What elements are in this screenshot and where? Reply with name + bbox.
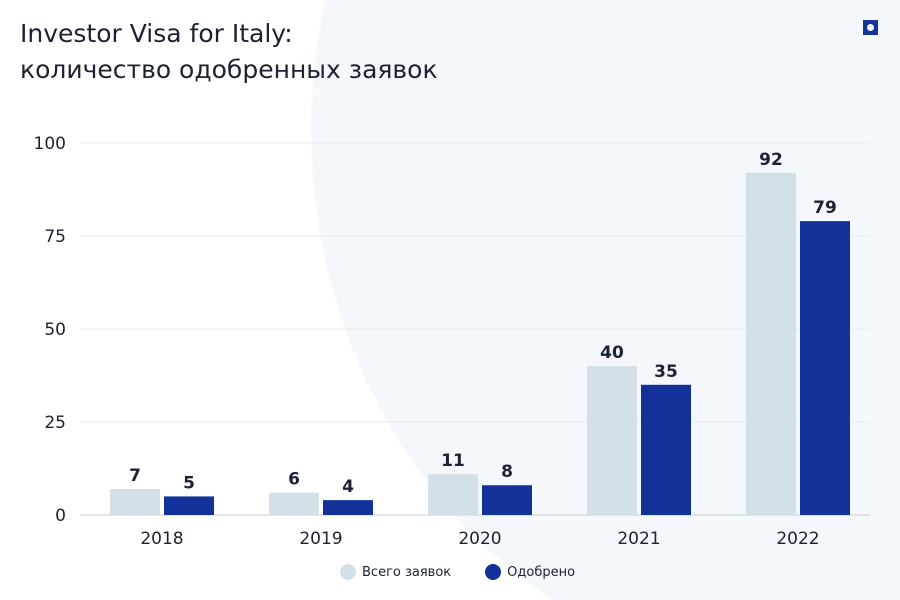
- x-tick-label: 2019: [299, 529, 342, 549]
- x-tick-label: 2021: [617, 529, 660, 549]
- legend-label-total: Всего заявок: [362, 564, 452, 580]
- data-label: 4: [342, 477, 354, 497]
- legend-swatch-approved: [485, 564, 502, 580]
- bar-approved: [641, 384, 691, 515]
- title-line-1: Investor Visa for Italy:: [20, 19, 293, 48]
- data-label: 11: [441, 451, 465, 471]
- y-tick-label: 100: [34, 134, 66, 154]
- bar-total: [269, 492, 319, 515]
- y-tick-label: 75: [44, 227, 66, 247]
- data-label: 40: [600, 343, 624, 363]
- legend-label-approved: Одобрено: [507, 564, 576, 580]
- x-tick-label: 2020: [458, 529, 501, 549]
- chart-title: Investor Visa for Italy: количество одобр…: [20, 16, 438, 88]
- legend-item-approved: Одобрено: [485, 564, 575, 580]
- title-line-2: количество одобренных заявок: [20, 55, 438, 84]
- bar-total: [110, 488, 160, 515]
- y-tick-label: 50: [44, 320, 66, 340]
- bar-approved: [482, 485, 532, 515]
- bar-total: [746, 172, 796, 515]
- data-label: 92: [759, 150, 783, 170]
- bar-approved: [323, 500, 373, 515]
- y-tick-label: 0: [55, 506, 66, 526]
- brand-logo-icon: [863, 20, 878, 35]
- data-label: 7: [129, 466, 141, 486]
- data-label: 6: [288, 470, 300, 490]
- bar-total: [587, 366, 637, 515]
- legend-item-total: Всего заявок: [340, 564, 451, 580]
- y-tick-label: 25: [44, 413, 66, 433]
- data-label: 35: [654, 362, 678, 382]
- data-label: 8: [501, 462, 513, 482]
- bar-approved: [800, 221, 850, 515]
- bar-total: [428, 474, 478, 515]
- data-label: 79: [813, 198, 837, 218]
- legend-swatch-total: [340, 564, 356, 580]
- x-tick-label: 2022: [776, 529, 819, 549]
- data-label: 5: [183, 473, 195, 493]
- bar-approved: [164, 496, 214, 515]
- legend: Всего заявок Одобрено: [340, 564, 575, 580]
- x-tick-label: 2018: [140, 529, 183, 549]
